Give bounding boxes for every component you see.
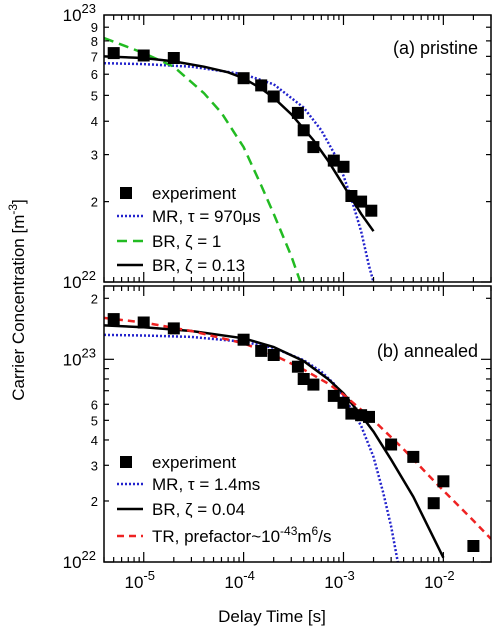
legend-top-experiment: experiment (152, 184, 236, 203)
bottom-experiment-point (291, 360, 304, 373)
top-experiment-point (255, 79, 268, 92)
x-tick-label: 10-2 (424, 568, 454, 592)
bottom-plot-frame (103, 285, 492, 563)
bottom-experiment-point (407, 450, 420, 463)
bottom-y-minor-label: 6 (91, 397, 98, 412)
x-tick-label: 10-4 (224, 568, 254, 592)
top-series-1-line (104, 36, 302, 282)
top-y-major-label: 1022 (63, 268, 96, 292)
bottom-series-lines (104, 316, 491, 562)
bottom-experiment-point (267, 349, 280, 361)
panel-title-annealed: (b) annealed (377, 341, 478, 361)
top-experiment-point (291, 106, 304, 119)
top-y-minor-label: 2 (91, 195, 98, 210)
bottom-experiment-point (385, 438, 398, 451)
x-tick-labels: 10-5 10-4 10-3 10-2 (124, 568, 454, 592)
panel-title-pristine: (a) pristine (393, 38, 478, 58)
bottom-experiment-point (467, 540, 480, 552)
top-experiment-point (237, 72, 250, 85)
bottom-experiment-points (107, 313, 480, 552)
top-y-minor-label: 3 (91, 148, 98, 163)
panel-annealed: 1022 1023 2 3 4 56 2 (b) annealed experiment M… (63, 285, 492, 572)
legend-bottom-experiment: experiment (152, 453, 236, 472)
bottom-experiment-point (337, 396, 350, 409)
bottom-experiment-point (107, 313, 120, 326)
top-y-minor-label: 9 (91, 20, 98, 35)
bottom-experiment-point (437, 475, 450, 488)
bottom-experiment-point (255, 344, 268, 357)
legend-top-mr: MR, τ = 970μs (152, 207, 261, 226)
top-experiment-point (327, 154, 340, 167)
bottom-experiment-point (345, 407, 358, 420)
top-experiment-point (167, 52, 180, 64)
legend-bottom-tr: TR, prefactor~10-43m6/s (152, 524, 331, 546)
bottom-experiment-point (327, 389, 340, 402)
bottom-experiment-point (137, 316, 150, 329)
legend-bottom: experiment MR, τ = 1.4ms BR, ζ = 0.04 TR… (117, 453, 331, 546)
bottom-axes: 1022 1023 2 3 4 56 2 (63, 285, 492, 572)
bottom-y-major-label: 1022 (63, 548, 96, 572)
legend-top: experiment MR, τ = 970μs BR, ζ = 1 BR, ζ… (117, 184, 261, 275)
top-experiment-point (365, 204, 378, 217)
bottom-series-2-line (104, 316, 491, 540)
top-experiment-point (107, 47, 120, 60)
y-axis-label: Carrier Concentration [m-3] (6, 199, 28, 401)
top-experiment-point (137, 49, 150, 62)
top-y-minor-label: 4 (91, 114, 98, 129)
legend-top-br1: BR, ζ = 1 (152, 232, 221, 251)
bottom-y-minor-label: 4 (91, 433, 98, 448)
x-tick-label: 10-3 (324, 568, 354, 592)
bottom-experiment-point (307, 378, 320, 391)
legend-bottom-experiment-marker (120, 456, 132, 468)
top-experiment-point (297, 124, 310, 137)
top-y-major-label: 1023 (63, 1, 96, 25)
bottom-y-minor-label: 2 (91, 494, 98, 509)
bottom-experiment-point (427, 497, 440, 510)
bottom-experiment-point (363, 410, 375, 423)
bottom-experiment-point (237, 333, 250, 346)
x-tick-label: 10-5 (124, 568, 154, 592)
bottom-y-minor-label: 3 (91, 458, 98, 473)
top-experiment-point (267, 90, 280, 103)
legend-bottom-br: BR, ζ = 0.04 (152, 500, 245, 519)
legend-bottom-mr: MR, τ = 1.4ms (152, 475, 260, 494)
top-experiment-point (355, 195, 368, 208)
top-experiment-points (107, 47, 378, 217)
bottom-y-minor-label: 5 (91, 413, 98, 428)
bottom-y-major-label: 1023 (63, 345, 96, 369)
bottom-y-minor-label: 2 (91, 291, 98, 306)
top-axes: 1022 1023 2 3 4 5 6 789 (63, 1, 492, 292)
bottom-experiment-point (297, 373, 310, 385)
top-y-minor-label: 7 (91, 49, 98, 64)
top-experiment-point (345, 190, 358, 202)
top-y-minor-label: 8 (91, 34, 98, 49)
top-y-minor-label: 6 (91, 67, 98, 82)
panel-pristine: 1022 1023 2 3 4 5 6 789 (a) pristine experiment… (63, 1, 492, 292)
legend-top-br2: BR, ζ = 0.13 (152, 256, 245, 275)
legend-top-experiment-marker (120, 187, 132, 199)
bottom-experiment-point (167, 322, 180, 335)
top-experiment-point (337, 160, 350, 173)
top-y-minor-label: 5 (91, 88, 98, 103)
x-axis-label: Delay Time [s] (218, 607, 326, 626)
top-plot-frame (103, 14, 492, 283)
top-experiment-point (307, 141, 320, 154)
